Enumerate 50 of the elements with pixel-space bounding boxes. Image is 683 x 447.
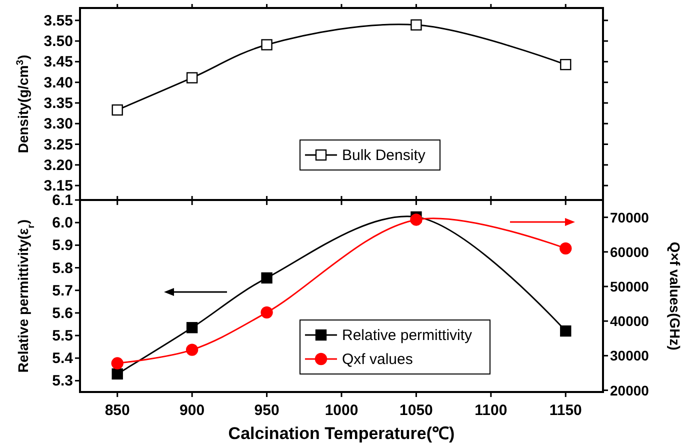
y-tick-label: 3.15	[44, 178, 73, 195]
legend-label: Qxf values	[342, 351, 413, 368]
x-tick-label: 1000	[324, 402, 358, 419]
point	[112, 104, 123, 116]
y-tick-label: 3.45	[44, 54, 73, 71]
legend-label: Relative permittivity	[342, 327, 473, 344]
y-tick-label: 3.50	[44, 33, 73, 50]
x-tick-label: 850	[104, 402, 130, 419]
y-tick-label: 5.7	[52, 282, 73, 300]
y-tick-label: 5.5	[52, 328, 73, 345]
y2-tick-label: 50000	[610, 278, 650, 294]
y-tick-label: 5.3	[52, 372, 73, 390]
y2-axis-title: Q×f values(GHz)	[667, 242, 683, 350]
y2-tick-label: 70000	[610, 209, 650, 226]
x-tick-label: 1050	[400, 402, 433, 419]
point	[560, 242, 572, 255]
x-axis-title: Calcination Temperature(℃)	[228, 424, 455, 443]
y-tick-label: 3.20	[44, 156, 73, 174]
x-tick-label: 1100	[474, 402, 508, 419]
y-tick-label: 3.25	[44, 136, 73, 154]
y-tick-label: 3.55	[44, 12, 73, 30]
y-tick-label: 5.9	[52, 237, 73, 254]
x-tick-label: 950	[254, 402, 280, 419]
point	[186, 72, 198, 84]
point	[112, 368, 123, 380]
point	[261, 272, 272, 284]
y-tick-label: 3.30	[44, 116, 73, 133]
point	[111, 357, 124, 370]
y-tick-label: 6.1	[52, 192, 73, 209]
y-tick-label: 3.35	[44, 94, 73, 112]
point	[261, 39, 272, 50]
x-tick-label: 900	[180, 402, 205, 419]
y-tick-label: 3.40	[44, 74, 73, 92]
y-tick-label: 5.6	[52, 304, 73, 322]
point	[410, 214, 422, 226]
y2-tick-label: 30000	[610, 348, 650, 364]
point	[186, 322, 198, 334]
point	[560, 58, 572, 70]
x-tick-label: 1150	[549, 402, 582, 419]
point	[186, 344, 198, 356]
y2-tick-label: 20000	[610, 382, 650, 398]
y2-tick-label: 60000	[610, 244, 650, 260]
point	[410, 19, 422, 31]
y2-tick-label: 40000	[610, 313, 650, 330]
y-tick-label: 6.0	[52, 214, 73, 232]
point	[560, 325, 572, 337]
point	[260, 306, 273, 319]
legend-label: Bulk Density	[342, 147, 426, 164]
y-tick-label: 5.4	[52, 350, 74, 368]
y-tick-label: 5.8	[52, 260, 73, 277]
